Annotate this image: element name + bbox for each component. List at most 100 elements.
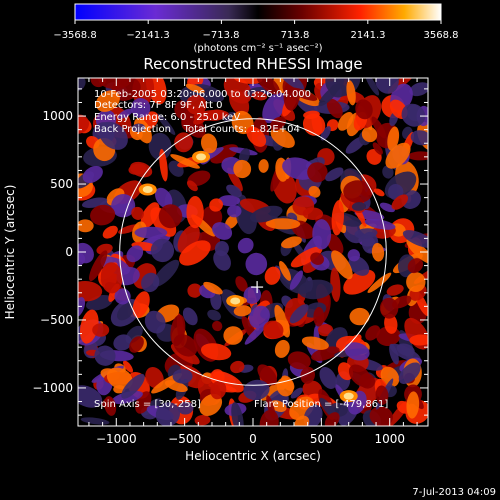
heatmap-blob	[300, 366, 315, 384]
heatmap-blob	[214, 241, 229, 257]
heatmap-blob	[186, 180, 198, 192]
heatmap-blob	[185, 83, 205, 94]
annotation-energy-range: Energy Range: 6.0 - 25.0 keV	[94, 112, 240, 123]
heatmap-blob	[312, 219, 332, 250]
heatmap-blob	[337, 112, 354, 131]
heatmap-blob	[223, 326, 243, 345]
annotation-spin-axis: Spin Axis = [30,-258]	[94, 399, 201, 410]
heatmap-blob	[128, 163, 147, 175]
x-tick-label: −1000	[96, 432, 137, 446]
heatmap-blob	[392, 295, 412, 309]
heatmap-blob	[288, 87, 318, 101]
heatmap-blob	[212, 222, 233, 240]
solar-limb	[119, 118, 387, 386]
heatmap-blob	[187, 283, 202, 298]
heatmap-blob	[150, 238, 175, 263]
heatmap-blob	[380, 366, 400, 388]
heatmap-blob	[371, 116, 387, 139]
heatmap-blob	[389, 343, 399, 365]
heatmap-blob	[186, 196, 204, 229]
heatmap-blob	[158, 204, 183, 229]
heatmap-blob	[203, 281, 223, 295]
colorbar-tick-2: −713.8	[202, 30, 239, 41]
heatmap-blob	[401, 190, 421, 209]
heatmap-blob	[331, 200, 345, 236]
heatmap-blob	[290, 387, 303, 399]
heatmap-blob	[387, 126, 400, 151]
heatmap-blob	[372, 142, 383, 155]
heatmap-blob	[179, 240, 211, 266]
heatmap-blob	[310, 252, 324, 265]
heatmap-blob	[391, 194, 409, 210]
heatmap-blob	[79, 309, 99, 344]
colorbar-ticks	[74, 20, 442, 24]
heatmap-blob	[104, 396, 117, 416]
heatmap-blob	[398, 362, 421, 384]
colorbar-tick-3: 713.8	[281, 30, 310, 41]
colorbar-tick-1: −2141.3	[126, 30, 169, 41]
heatmap-blob	[89, 250, 108, 282]
heatmap-blob	[134, 226, 168, 239]
heatmap-blob	[348, 364, 372, 388]
heatmap-blob	[90, 204, 116, 226]
bright-spots	[138, 150, 358, 403]
heatmap-blob	[298, 279, 333, 300]
heatmap-blob	[96, 243, 113, 255]
heatmap-blob	[307, 162, 328, 183]
heatmap-blob	[212, 320, 223, 332]
heatmap-blob	[229, 89, 250, 116]
heatmap-blob	[92, 323, 110, 337]
annotation-detectors: Detectors: 7F 8F 9F, Att 0	[94, 100, 222, 111]
heatmap-blob	[186, 94, 207, 115]
axis-tick-marks	[78, 78, 428, 426]
heatmap-blob	[257, 364, 277, 386]
heatmap-blob	[343, 180, 373, 204]
heatmap-blob	[367, 272, 392, 293]
heatmap-blob	[209, 198, 223, 212]
heatmap-blob	[231, 402, 244, 426]
heatmap-blob	[289, 270, 303, 290]
heatmap-blob	[78, 297, 86, 318]
heatmap-blob	[325, 167, 344, 182]
heatmap-blob	[113, 334, 132, 351]
heatmap-blob	[274, 304, 291, 338]
heatmap-blob	[172, 368, 193, 384]
heatmap-blob	[324, 412, 340, 426]
heatmap-blob	[244, 321, 268, 345]
heatmap-blob	[233, 159, 252, 179]
heatmap-blob	[277, 78, 304, 91]
heatmap-blob	[200, 343, 232, 361]
heatmap-blob	[129, 336, 144, 353]
heatmap-blob	[364, 218, 396, 230]
heatmap-blob	[78, 242, 94, 264]
heatmap-blob	[292, 196, 315, 216]
bright-spot-core	[142, 185, 153, 193]
heatmap-blob	[319, 367, 337, 389]
x-axis-label: Heliocentric X (arcsec)	[185, 449, 321, 463]
heatmap-blob	[330, 267, 341, 302]
annotation-flare-position: Flare Position = [-479,861]	[254, 399, 388, 410]
heatmap-blob	[308, 186, 321, 198]
heatmap-blob	[326, 98, 343, 119]
heatmap-blob	[174, 132, 194, 153]
heatmap-blob	[290, 246, 323, 268]
heatmap-blob	[98, 78, 132, 90]
heatmap-blob	[407, 151, 428, 161]
heatmap-blob	[152, 259, 180, 287]
heatmap-blob	[337, 362, 354, 381]
heatmap-blob	[159, 148, 168, 182]
heatmap-blob	[213, 250, 231, 271]
heatmap-blob	[344, 342, 370, 361]
heatmap-blob	[212, 371, 244, 393]
heatmap-blob	[270, 127, 295, 148]
heatmap-blob	[238, 148, 250, 164]
heatmap-blob	[365, 78, 380, 96]
heatmap-blob	[365, 325, 381, 341]
heatmap-blob	[106, 367, 133, 390]
y-axis-label: Heliocentric Y (arcsec)	[3, 185, 17, 320]
heatmap-blob	[349, 307, 370, 326]
heatmap-blob	[406, 272, 426, 292]
heatmap-blob	[384, 313, 398, 334]
heatmap-blob	[78, 219, 94, 233]
